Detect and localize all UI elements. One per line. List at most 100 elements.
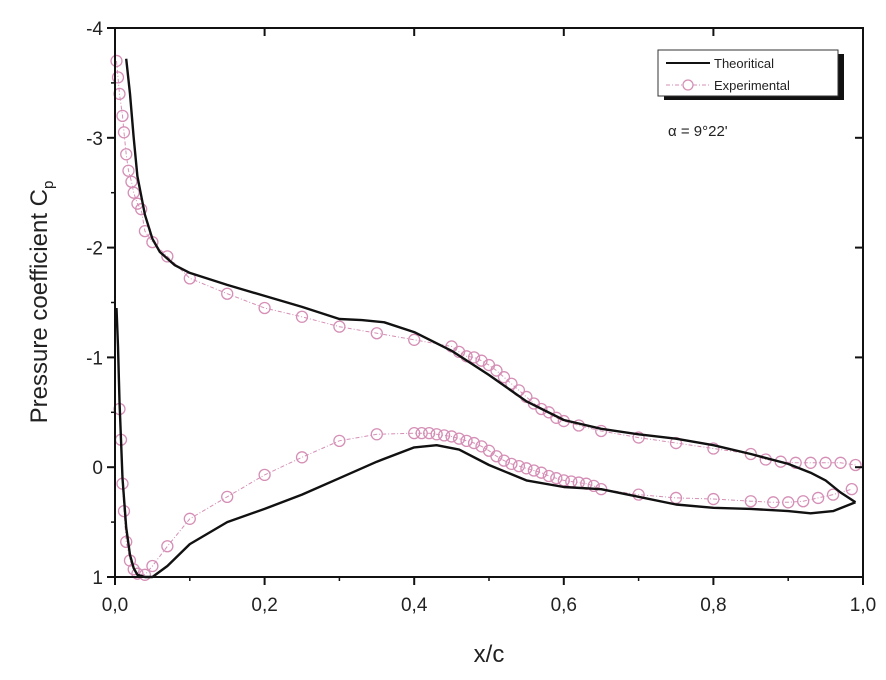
axis-ticks — [107, 27, 864, 585]
experimental-data-point — [811, 491, 825, 505]
experimental-data-point — [497, 454, 511, 467]
experimental-data-point — [632, 431, 645, 444]
experimental-data-point — [110, 54, 123, 68]
y-tick-label: -3 — [86, 129, 103, 150]
experimental-data-point — [497, 371, 511, 384]
experimental-data-point — [161, 540, 174, 553]
experimental-data-point — [849, 458, 862, 472]
experimental-data-point — [117, 126, 131, 139]
experimental-data-point — [744, 495, 757, 508]
experimental-data-point — [550, 472, 563, 485]
experimental-data-point — [535, 402, 548, 416]
experimental-data-point — [161, 250, 174, 263]
angle-of-attack-annotation: α = 9°22' — [668, 123, 728, 140]
experimental-data-point — [408, 427, 421, 440]
x-tick-label: 0,6 — [551, 595, 577, 616]
x-axis-title: x/c — [474, 641, 505, 668]
experimental-data-point — [595, 424, 608, 438]
x-tick-labels: 0,0 0,2 0,4 0,6 0,8 1,0 — [102, 595, 876, 616]
experimental-data-point — [834, 456, 847, 469]
experimental-data-point — [295, 310, 309, 323]
experimental-data-point — [125, 175, 138, 188]
experimental-data-point — [774, 455, 787, 468]
experimental-data-point — [520, 462, 533, 475]
experimental-data-point — [116, 109, 129, 122]
experimental-data-point — [370, 327, 383, 340]
experimental-data-point — [295, 451, 309, 464]
experimental-data-point — [505, 377, 518, 390]
experimental-data-point — [445, 430, 458, 443]
theoritical-upper-surface-line — [125, 58, 857, 504]
experimental-data-point — [333, 434, 346, 447]
legend: Theoritical Experimental — [657, 49, 844, 100]
y-axis-title-subscript: p — [40, 181, 57, 189]
experimental-data-point — [183, 512, 196, 525]
experimental-data-point — [744, 447, 757, 461]
legend-label-experimental: Experimental — [714, 78, 790, 93]
experimental-data-point — [707, 492, 720, 506]
experimental-data-point — [804, 456, 817, 469]
experimental-data-point — [221, 287, 234, 300]
theoritical-lower-surface-line — [115, 307, 856, 579]
experimental-data-point — [505, 457, 518, 471]
experimental-data-point — [782, 496, 795, 509]
x-tick-label: 0,2 — [251, 595, 277, 616]
experimental-lower-surface-line — [119, 408, 852, 576]
experimental-data-point — [460, 434, 473, 447]
x-tick-label: 1,0 — [850, 595, 876, 616]
experimental-data-point — [452, 432, 466, 445]
experimental-data-point — [408, 333, 421, 346]
experimental-data-point — [475, 440, 488, 453]
svg-text:Pressure coefficient Cp: Pressure coefficient Cp — [26, 181, 57, 424]
experimental-data-point — [423, 427, 436, 440]
y-axis-title-main: Pressure coefficient C — [26, 189, 53, 423]
experimental-data-point — [826, 488, 840, 501]
plot-series — [110, 54, 862, 581]
experimental-data-point — [127, 186, 140, 199]
x-tick-label: 0,0 — [102, 595, 128, 616]
experimental-data-point — [527, 464, 541, 477]
legend-experimental-marker-icon — [682, 79, 694, 91]
y-tick-label: 1 — [92, 568, 103, 589]
experimental-data-point — [467, 436, 481, 450]
legend-label-theoretical: Theoritical — [714, 56, 774, 71]
experimental-data-point — [490, 364, 503, 377]
y-tick-labels: -4 -3 -2 -1 0 1 — [86, 19, 103, 589]
experimental-data-point — [535, 466, 548, 479]
experimental-data-point — [113, 87, 126, 101]
experimental-data-point — [587, 479, 600, 493]
experimental-data-point — [430, 428, 443, 441]
experimental-data-point — [111, 71, 125, 84]
y-tick-label: -2 — [86, 239, 103, 260]
experimental-data-point — [258, 468, 271, 482]
experimental-data-point — [707, 442, 720, 455]
experimental-data-point — [437, 429, 451, 442]
experimental-data-point — [512, 459, 526, 473]
experimental-data-point — [490, 450, 503, 463]
x-tick-label: 0,4 — [401, 595, 428, 616]
x-tick-label: 0,8 — [700, 595, 726, 616]
y-tick-label: -1 — [86, 348, 103, 369]
experimental-data-point — [120, 148, 133, 161]
experimental-data-point — [333, 320, 346, 333]
experimental-data-point — [135, 203, 148, 216]
plot-frame — [114, 27, 864, 578]
experimental-data-point — [221, 490, 234, 503]
y-axis-title: Pressure coefficient Cp — [26, 181, 57, 424]
experimental-upper-surface-line — [116, 60, 856, 466]
experimental-data-point — [415, 427, 428, 440]
experimental-data-point — [467, 351, 481, 364]
y-tick-label: 0 — [92, 458, 103, 479]
experimental-data-point — [122, 164, 135, 177]
y-tick-label: -4 — [86, 19, 103, 40]
experimental-data-point — [789, 456, 802, 469]
experimental-data-point — [797, 495, 810, 508]
experimental-data-point — [542, 469, 555, 483]
experimental-data-point — [258, 301, 271, 315]
experimental-data-point — [475, 354, 488, 367]
experimental-data-point — [819, 456, 832, 469]
experimental-data-point — [146, 559, 159, 573]
experimental-data-point — [370, 428, 383, 441]
experimental-data-point — [845, 483, 858, 496]
